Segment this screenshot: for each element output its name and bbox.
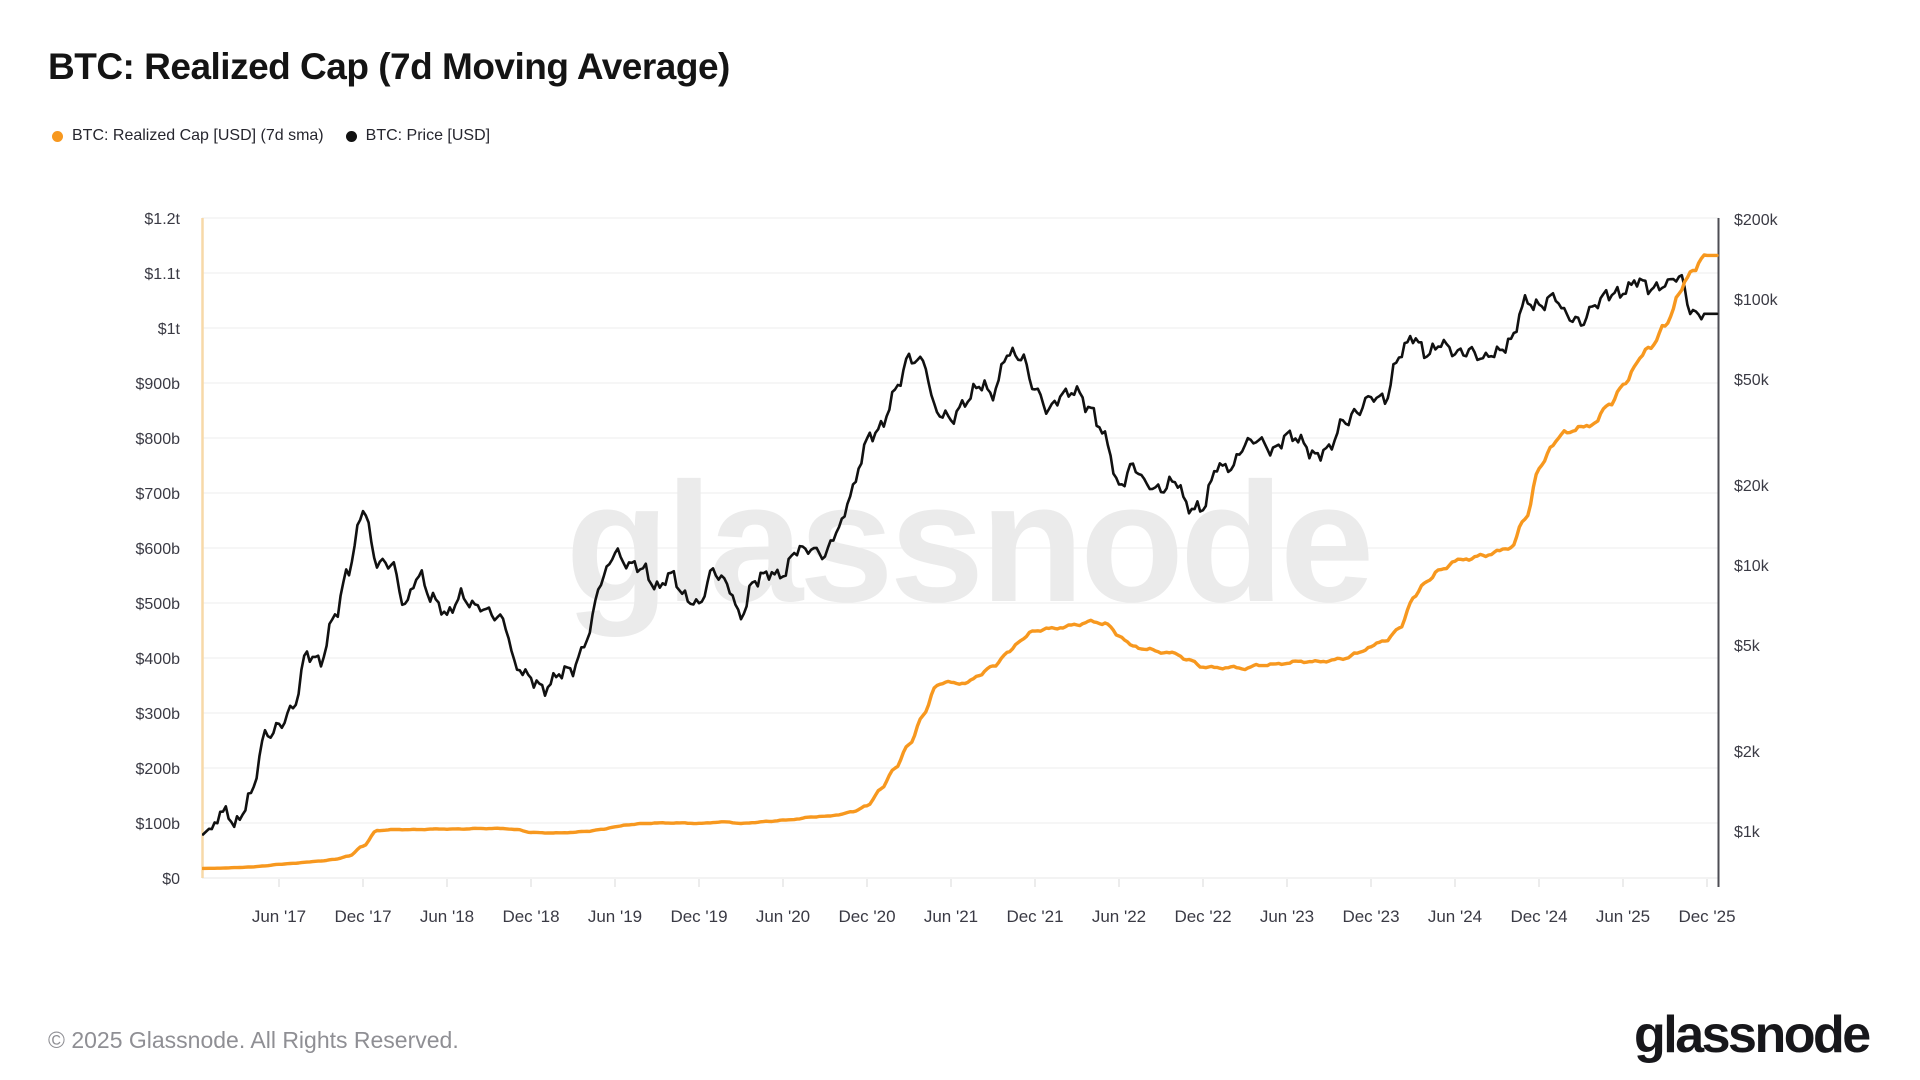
copyright-text: © 2025 Glassnode. All Rights Reserved. [48, 1027, 459, 1053]
x-axis-label: Jun '17 [252, 907, 306, 926]
legend-dot-realized-cap-icon [52, 130, 63, 142]
right-axis-label: $2k [1734, 744, 1761, 761]
realized-cap-line [202, 253, 1719, 871]
legend-label-realized-cap: BTC: Realized Cap [USD] (7d sma) [72, 127, 324, 144]
right-axis-label: $10k [1734, 558, 1770, 575]
right-axis-label: $5k [1734, 638, 1761, 655]
page-title: BTC: Realized Cap (7d Moving Average) [48, 46, 730, 87]
x-axis-label: Jun '25 [1596, 907, 1650, 926]
left-axis-label: $200b [136, 761, 181, 778]
x-axis-label: Jun '20 [756, 907, 810, 926]
right-axis-label: $1k [1734, 824, 1761, 841]
x-axis-label: Dec '22 [1174, 907, 1231, 926]
left-axis-label: $300b [136, 706, 181, 723]
right-axis-label: $200k [1734, 212, 1779, 229]
x-axis-label: Dec '25 [1678, 907, 1735, 926]
x-axis-label: Dec '17 [334, 907, 391, 926]
x-axis-label: Dec '23 [1342, 907, 1399, 926]
watermark-text: glassnode [566, 448, 1371, 638]
legend: BTC: Realized Cap [USD] (7d sma) BTC: Pr… [52, 127, 490, 145]
x-axis-label: Dec '18 [502, 907, 559, 926]
x-axis-label: Dec '19 [670, 907, 727, 926]
legend-label-price: BTC: Price [USD] [365, 127, 491, 144]
x-axis-label: Jun '23 [1260, 907, 1314, 926]
legend-item-realized-cap[interactable]: BTC: Realized Cap [USD] (7d sma) [52, 127, 324, 145]
price-line [202, 273, 1719, 836]
left-axis-label: $0 [162, 871, 180, 888]
x-axis-label: Dec '21 [1006, 907, 1063, 926]
right-axis-label: $50k [1734, 372, 1770, 389]
left-axis-label: $400b [136, 651, 181, 668]
x-axis-label: Jun '18 [420, 907, 474, 926]
left-axis-label: $1t [158, 321, 181, 338]
right-axis-label: $20k [1734, 478, 1770, 495]
right-axis-label: $100k [1734, 292, 1779, 309]
glassnode-logo: glassnode [1634, 1006, 1871, 1064]
x-axis-label: Jun '22 [1092, 907, 1146, 926]
left-axis-label: $1.1t [144, 266, 180, 283]
left-axis-label: $900b [136, 376, 181, 393]
left-axis-label: $1.2t [144, 211, 180, 228]
left-axis-label: $700b [136, 486, 181, 503]
legend-dot-price-icon [345, 130, 357, 142]
left-axis-label: $600b [136, 541, 181, 558]
x-axis-label: Jun '24 [1428, 907, 1482, 926]
x-axis-label: Dec '24 [1510, 907, 1567, 926]
left-axis-label: $100b [136, 816, 181, 833]
x-axis-label: Dec '20 [838, 907, 895, 926]
left-axis-label: $500b [136, 596, 181, 613]
left-axis-label: $800b [136, 431, 181, 448]
x-axis-label: Jun '19 [588, 907, 642, 926]
legend-item-price[interactable]: BTC: Price [USD] [345, 127, 491, 145]
x-axis-label: Jun '21 [924, 907, 978, 926]
